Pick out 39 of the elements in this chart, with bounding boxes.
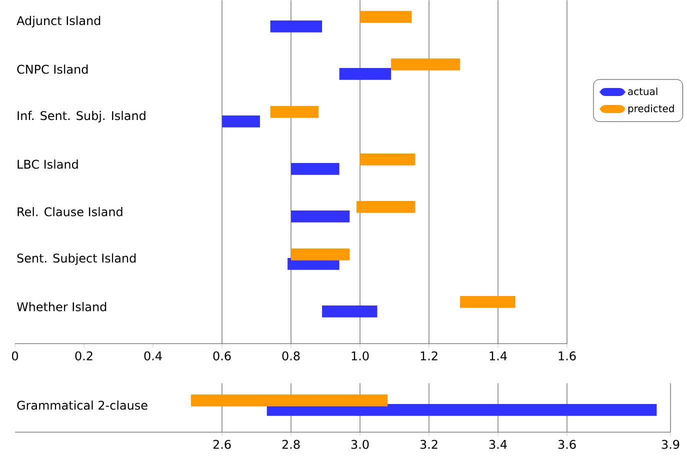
- bar: [291, 162, 340, 175]
- y-tick-label: Sent. Subject Island: [17, 253, 136, 265]
- x-tick-label: 0.8: [282, 351, 300, 360]
- bar: [270, 20, 322, 32]
- x-tick-label: 1.0: [352, 351, 369, 360]
- y-tick-label: Adjunct Island: [16, 16, 100, 28]
- bar: [270, 106, 319, 118]
- bar: [360, 10, 412, 23]
- x-tick-label: 3.9: [662, 440, 680, 449]
- x-tick-label: 2.8: [282, 440, 300, 449]
- x-tick-label: 1.2: [420, 351, 438, 360]
- x-tick-label: 3.6: [558, 440, 576, 449]
- bar: [291, 248, 350, 260]
- bar: [322, 305, 378, 318]
- x-tick-label: 1.6: [558, 351, 576, 360]
- bar: [339, 68, 392, 80]
- y-tick-label: Inf. Sent. Subj. Island: [18, 110, 146, 122]
- x-tick-label: 0: [12, 351, 18, 360]
- y-tick-label: Whether Island: [16, 302, 106, 312]
- x-tick-label: 1.4: [490, 351, 507, 360]
- bar: [222, 115, 260, 128]
- legend-label: actual: [628, 87, 658, 96]
- bar: [360, 153, 416, 166]
- bar: [460, 296, 516, 308]
- x-tick-label: 2.6: [213, 440, 231, 449]
- y-tick-label: LBC Island: [18, 159, 78, 169]
- x-tick-label: 3.2: [420, 440, 438, 449]
- x-tick-label: 3.0: [351, 440, 369, 449]
- y-tick-label: CNPC Island: [17, 64, 88, 74]
- bar: [391, 58, 460, 70]
- legend-label: predicted: [628, 104, 674, 114]
- y-tick-label: Grammatical 2-clause: [17, 400, 148, 410]
- bar: [356, 200, 416, 213]
- x-tick-label: 0.4: [144, 351, 162, 360]
- y-tick-label: Rel. Clause Island: [18, 206, 122, 216]
- x-tick-label: 3.4: [489, 440, 507, 449]
- x-tick-label: 0.2: [75, 351, 92, 360]
- bar: [291, 210, 350, 222]
- x-tick-label: 0.6: [213, 351, 231, 360]
